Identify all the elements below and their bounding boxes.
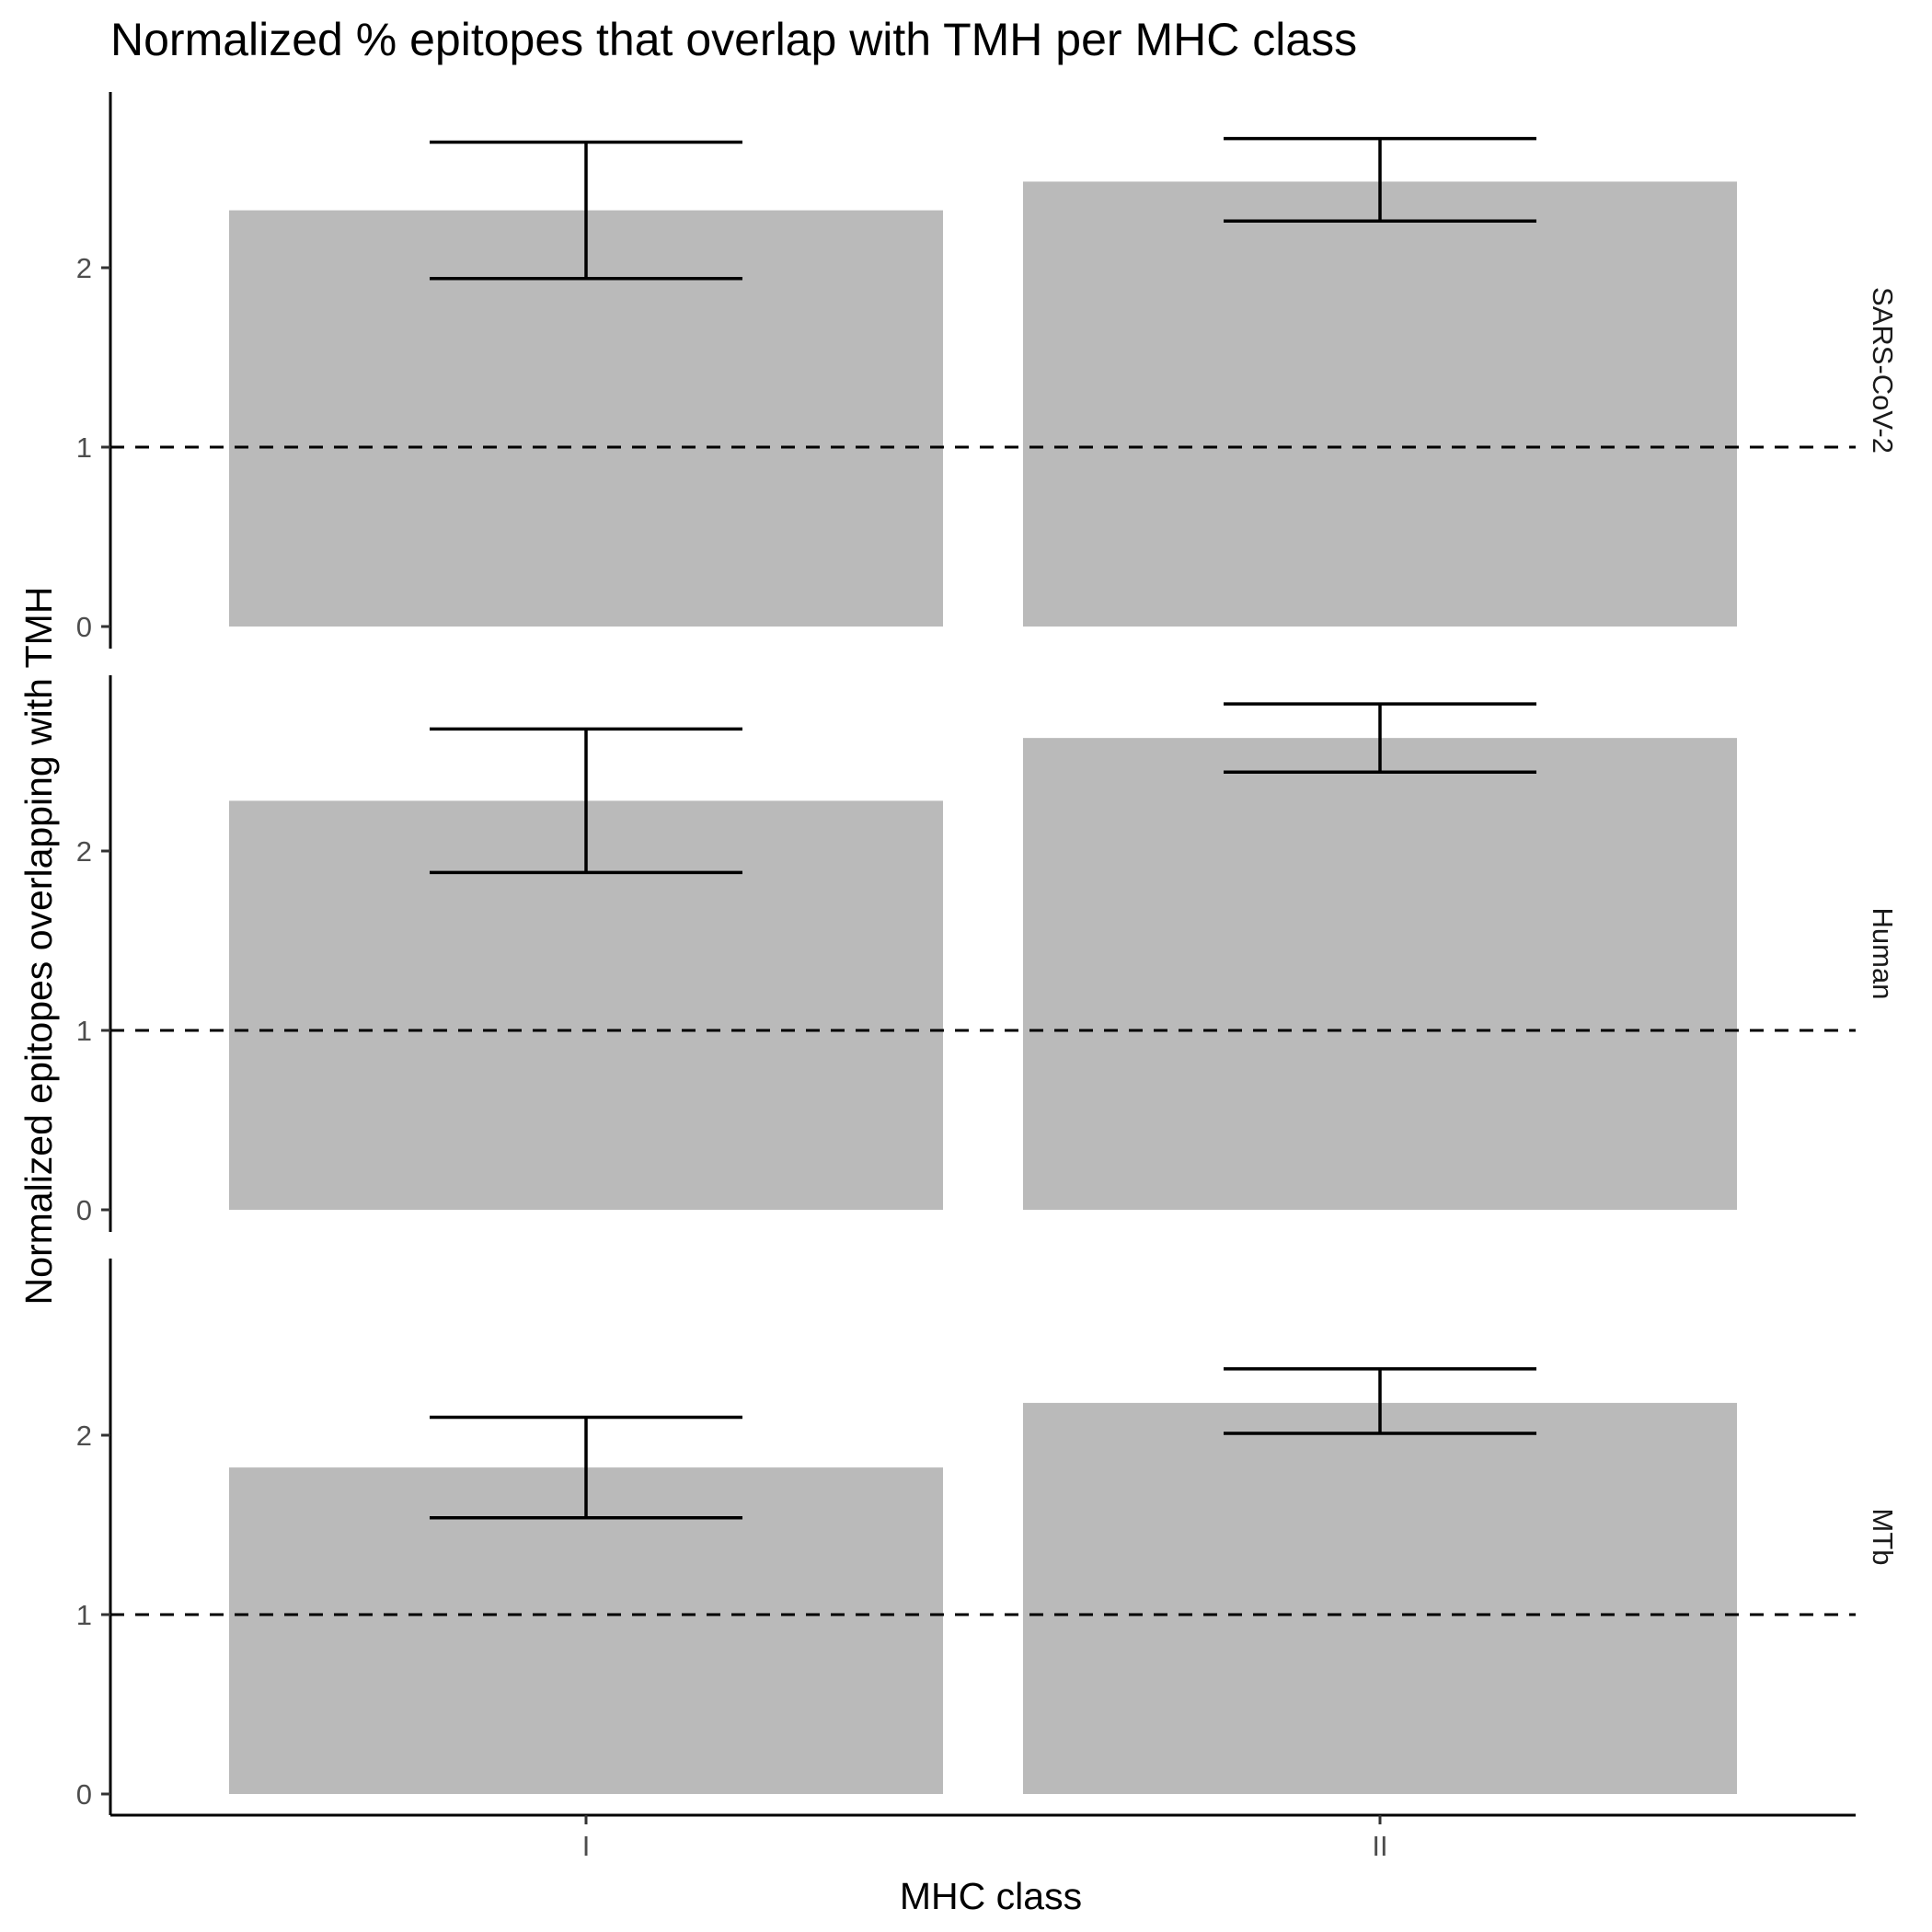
x-axis-title: MHC class: [900, 1875, 1082, 1917]
y-tick-label: 1: [76, 1599, 92, 1631]
bar-MTb-I: [229, 1467, 943, 1794]
y-tick-label: 2: [76, 835, 92, 868]
chart-title: Normalized % epitopes that overlap with …: [110, 14, 1357, 65]
facet-panel-0: 0 1 2 SARS-CoV-2: [76, 92, 1899, 649]
x-tick-label: II: [1372, 1830, 1387, 1862]
bar-SARS-CoV-2-II: [1023, 181, 1737, 627]
y-tick-label: 1: [76, 431, 92, 464]
y-tick-label: 0: [76, 611, 92, 643]
facet-strip-label: Human: [1867, 908, 1899, 1000]
facet-strip-label: SARS-CoV-2: [1867, 287, 1899, 454]
y-tick-label: 0: [76, 1194, 92, 1226]
x-axis: I II: [110, 1813, 1856, 1862]
bar-MTb-II: [1023, 1402, 1737, 1794]
y-tick-label: 2: [76, 1420, 92, 1452]
x-tick-label: I: [582, 1830, 591, 1862]
facet-panel-1: 0 1 2 Human: [76, 675, 1899, 1232]
bar-Human-II: [1023, 738, 1737, 1210]
y-tick-label: 0: [76, 1778, 92, 1811]
facet-panel-2: 0 1 2 MTb: [76, 1259, 1899, 1815]
y-axis-title: Normalized epitopes overlapping with TMH: [17, 587, 60, 1305]
facet-strip-label: MTb: [1867, 1509, 1899, 1566]
y-tick-label: 2: [76, 252, 92, 284]
y-tick-label: 1: [76, 1015, 92, 1047]
